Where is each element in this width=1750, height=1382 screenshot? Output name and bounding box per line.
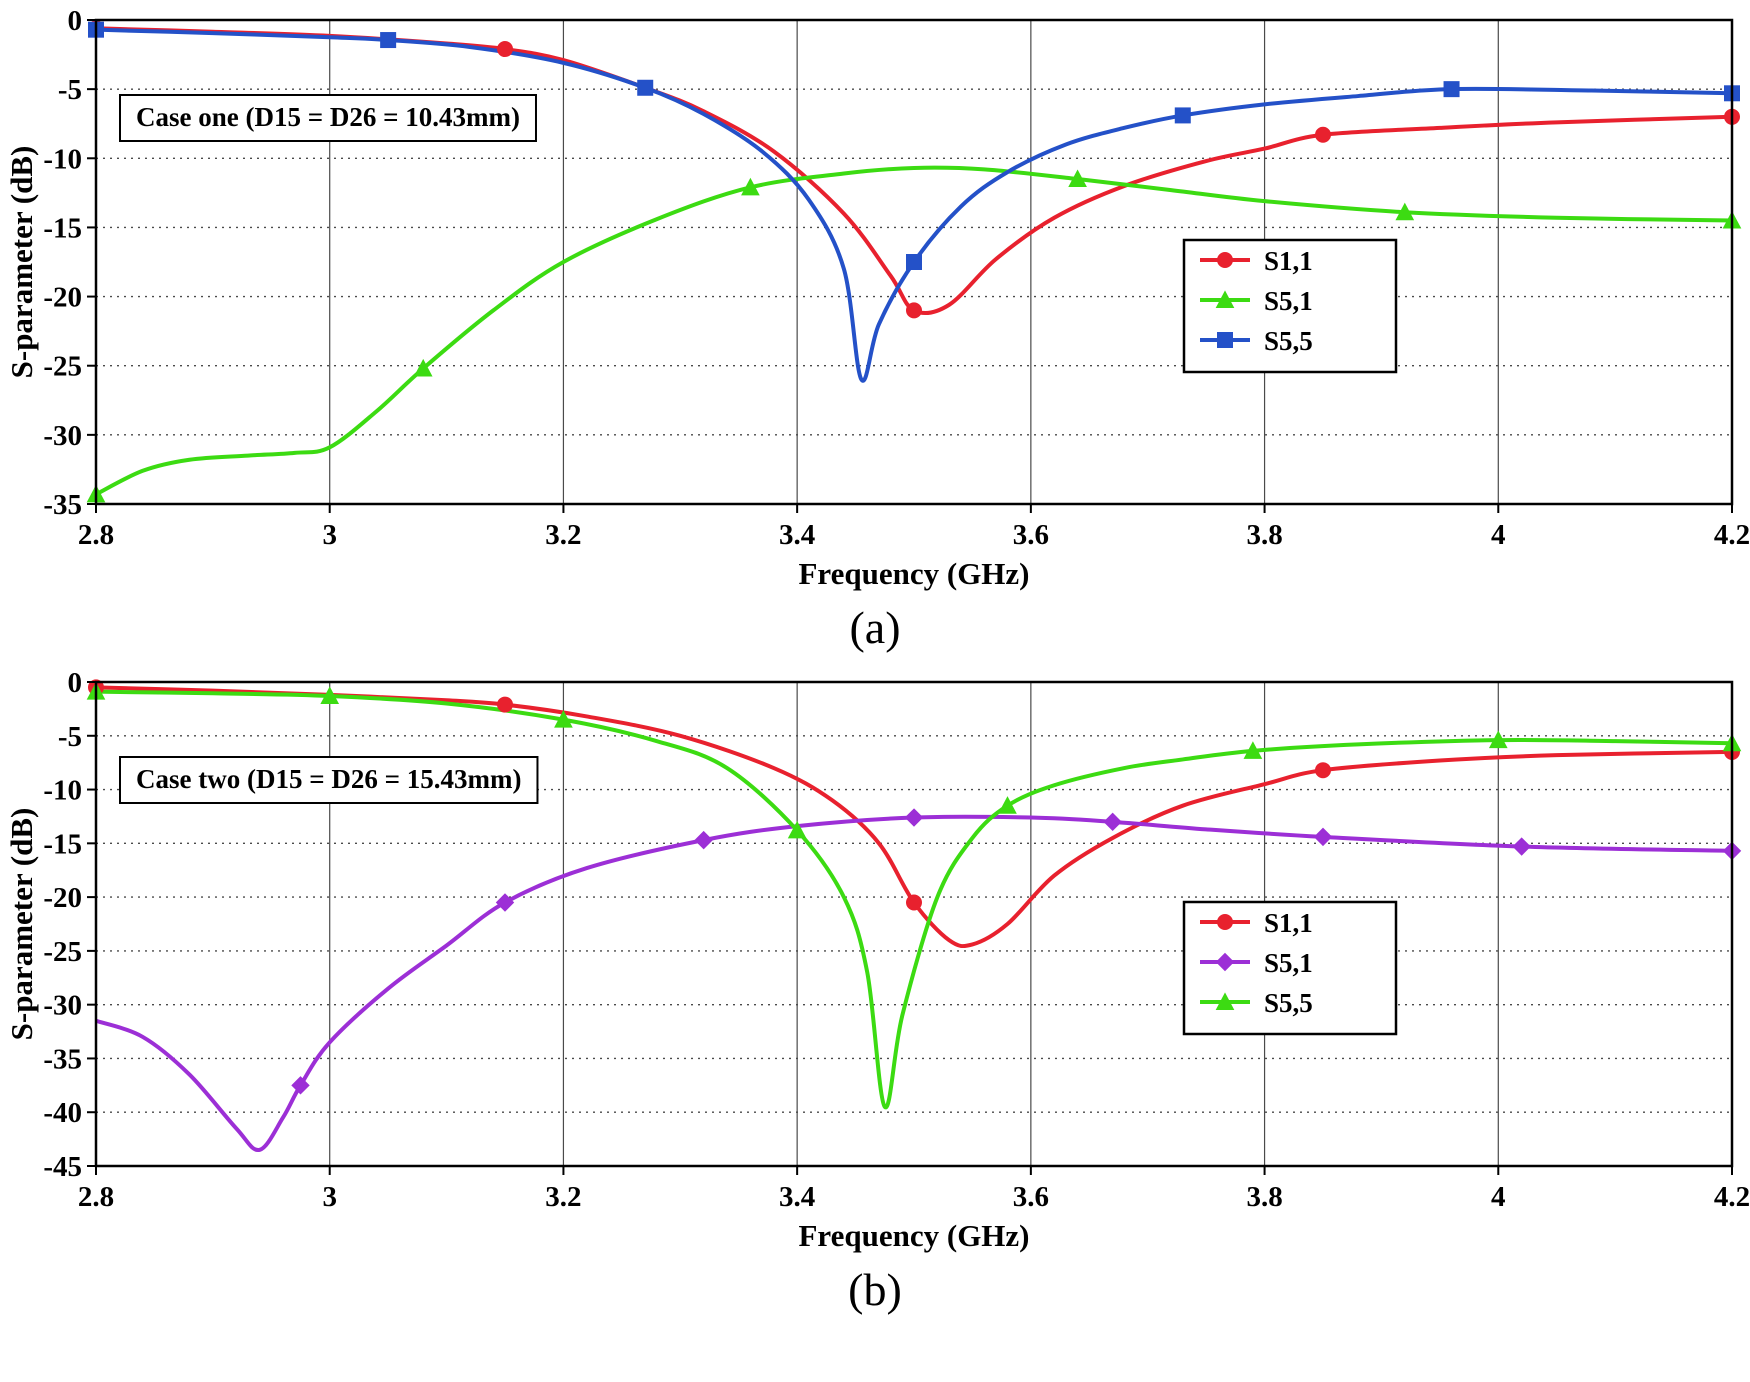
chart-a-figure: 2.8 3 3.2 3.4 3.6 3.8 4 4.2 0 -5 -10 -15 -20 -25 -30 -3… (0, 6, 1750, 668)
y-tick-label: -35 (43, 489, 82, 521)
y-tick-label: -35 (43, 1043, 82, 1075)
y-tick-label: -25 (43, 936, 82, 968)
y-tick-label: -25 (43, 351, 82, 383)
x-tick-label: 4 (1491, 519, 1506, 551)
series-line-S5,1 (96, 165, 1732, 497)
y-tick-label: 0 (68, 6, 83, 37)
case-annotation: Case one (D15 = D26 = 10.43mm) (119, 94, 537, 142)
y-tick-label: -5 (58, 74, 82, 106)
series-line-S5,5 (96, 689, 1732, 1110)
x-tick-label: 4.2 (1714, 519, 1750, 551)
x-tick-label: 2.8 (78, 1181, 114, 1213)
x-tick-label: 3.2 (545, 1181, 581, 1213)
x-tick-label: 3 (322, 1181, 337, 1213)
legend-label-S5,5: S5,5 (1264, 326, 1313, 356)
x-tick-label: 3.8 (1246, 519, 1282, 551)
legend-label-S1,1: S1,1 (1264, 246, 1313, 276)
legend: S1,1 S5,1 S5,5 (1182, 238, 1398, 374)
plot-border (94, 18, 1734, 506)
x-axis-label: Frequency (GHz) (798, 1218, 1029, 1253)
figure-label-a: (a) (849, 602, 901, 653)
axis-ticks: 2.8 3 3.2 3.4 3.6 3.8 4 4.2 0 -5 -10 -15 -20 -25 -30 -3… (43, 6, 1750, 551)
x-tick-label: 4.2 (1714, 1181, 1750, 1213)
y-tick-label: -30 (43, 990, 82, 1022)
x-tick-label: 3.6 (1013, 519, 1049, 551)
y-tick-label: -10 (43, 775, 82, 807)
chart-a: 2.8 3 3.2 3.4 3.6 3.8 4 4.2 0 -5 -10 -15 -20 -25 -30 -3… (4, 6, 1750, 591)
x-tick-label: 2.8 (78, 519, 114, 551)
series-line-S5,5 (96, 27, 1732, 383)
y-axis-label: S-parameter (dB) (4, 146, 39, 379)
x-tick-label: 3.4 (779, 1181, 815, 1213)
legend: S1,1 S5,1 S5,5 (1182, 900, 1398, 1036)
case-annotation: Case two (D15 = D26 = 15.43mm) (119, 756, 539, 804)
series-markers-S5,1 (291, 808, 1742, 1095)
x-tick-label: 3.2 (545, 519, 581, 551)
x-tick-label: 3 (322, 519, 337, 551)
legend-label-S5,1: S5,1 (1264, 948, 1313, 978)
x-tick-label: 3.8 (1246, 1181, 1282, 1213)
case-annotation-text: Case one (D15 = D26 = 10.43mm) (136, 102, 520, 132)
y-tick-label: -15 (43, 828, 82, 860)
y-tick-label: -40 (43, 1097, 82, 1129)
chart-b-figure: 2.8 3 3.2 3.4 3.6 3.8 4 4.2 0 -5 -10 -15 -20 -25 -30 -3… (0, 668, 1750, 1330)
x-tick-label: 3.6 (1013, 1181, 1049, 1213)
y-tick-label: 0 (68, 668, 83, 699)
series-line-S5,1 (96, 814, 1732, 1152)
case-annotation-text: Case two (D15 = D26 = 15.43mm) (136, 764, 521, 794)
y-tick-label: -20 (43, 282, 82, 314)
plot-border (94, 680, 1734, 1168)
legend-label-S1,1: S1,1 (1264, 908, 1313, 938)
y-tick-label: -20 (43, 882, 82, 914)
legend-box (1182, 900, 1398, 1036)
x-axis-label: Frequency (GHz) (798, 556, 1029, 591)
legend-label-S5,5: S5,5 (1264, 988, 1313, 1018)
axis-ticks: 2.8 3 3.2 3.4 3.6 3.8 4 4.2 0 -5 -10 -15 -20 -25 -30 -3… (43, 668, 1750, 1213)
y-tick-label: -30 (43, 420, 82, 452)
legend-label-S5,1: S5,1 (1264, 286, 1313, 316)
plot-area (96, 682, 1732, 1166)
chart-b: 2.8 3 3.2 3.4 3.6 3.8 4 4.2 0 -5 -10 -15 -20 -25 -30 -3… (4, 668, 1750, 1253)
y-tick-label: -15 (43, 212, 82, 244)
series-markers-S5,5 (86, 682, 1742, 839)
y-axis-label: S-parameter (dB) (4, 808, 39, 1041)
figure-label-b: (b) (848, 1264, 902, 1315)
x-tick-label: 3.4 (779, 519, 815, 551)
y-tick-label: -45 (43, 1151, 82, 1183)
y-tick-label: -5 (58, 721, 82, 753)
x-tick-label: 4 (1491, 1181, 1506, 1213)
y-tick-label: -10 (43, 143, 82, 175)
